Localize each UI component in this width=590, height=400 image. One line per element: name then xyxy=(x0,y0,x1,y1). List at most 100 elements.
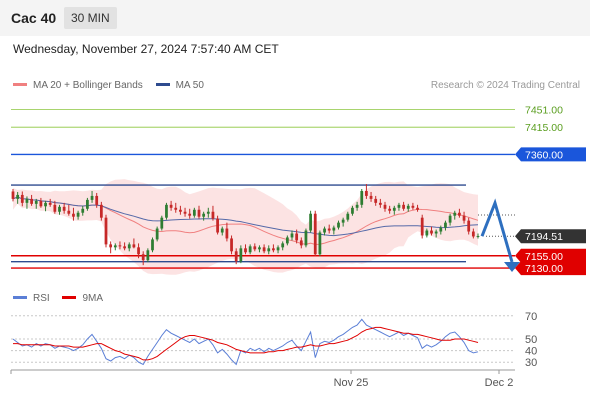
candle-body xyxy=(220,228,224,233)
candle-body xyxy=(146,250,150,261)
timeframe-badge[interactable]: 30 MIN xyxy=(64,7,117,29)
credit-text: Research © 2024 Trading Central xyxy=(430,80,580,91)
level-tag-7194.51 xyxy=(515,229,586,244)
bollinger-band-fill xyxy=(13,179,478,275)
candle-body xyxy=(104,217,108,245)
candle-body xyxy=(188,213,192,216)
candle-body xyxy=(81,208,85,213)
timestamp: Wednesday, November 27, 2024 7:57:40 AM … xyxy=(13,42,279,56)
candle-body xyxy=(95,195,99,205)
candle-body xyxy=(165,204,168,218)
candle-body xyxy=(118,245,122,247)
candle-body xyxy=(234,251,238,262)
level-label-7415.00: 7415.00 xyxy=(525,122,563,134)
candle-body xyxy=(137,247,140,255)
candle-body xyxy=(378,202,382,205)
candle-body xyxy=(290,233,294,238)
candle-body xyxy=(411,205,415,208)
candle-body xyxy=(304,230,308,246)
candle-body xyxy=(467,220,471,232)
level-tag-7155.00 xyxy=(515,248,586,263)
ma50-line xyxy=(12,196,479,237)
candle-body xyxy=(369,195,373,199)
candle-body xyxy=(332,227,336,231)
legend-swatch-9ma xyxy=(62,295,77,299)
candle-body xyxy=(62,206,66,211)
projection-arrowhead xyxy=(504,262,520,272)
candle-body xyxy=(58,206,61,212)
candle-body xyxy=(360,190,364,205)
candle-body xyxy=(248,246,252,253)
candle-body xyxy=(127,244,131,249)
candle-body xyxy=(313,213,317,255)
legend-item-bollinger: MA 20 + Bollinger Bands xyxy=(13,80,143,91)
candle-body xyxy=(285,237,289,244)
candle-body xyxy=(425,230,429,236)
candle-body xyxy=(109,244,113,248)
level-tag-7130.00 xyxy=(515,261,586,276)
candle-body xyxy=(253,246,257,250)
candle-body xyxy=(318,232,322,255)
candle-body xyxy=(216,218,219,233)
candle-body xyxy=(211,211,215,219)
legend-label-rsi: RSI xyxy=(33,293,50,304)
candle-body xyxy=(355,204,359,208)
projection-arrow-path xyxy=(480,198,514,263)
candle-body xyxy=(141,254,145,261)
rsi-series-9ma xyxy=(13,326,479,361)
candle-body xyxy=(388,208,392,211)
candle-body xyxy=(67,210,71,214)
candle-body xyxy=(346,213,350,220)
candle-body xyxy=(183,211,187,214)
candle-body xyxy=(299,240,303,246)
candle-body xyxy=(53,204,57,212)
candle-body xyxy=(439,227,443,232)
candle-body xyxy=(341,219,345,223)
rsi-tick-label-30: 30 xyxy=(525,357,537,369)
candle-body xyxy=(416,207,419,210)
level-tag-7360.00 xyxy=(515,147,586,162)
instrument-title: Cac 40 xyxy=(11,10,57,26)
candle-body xyxy=(225,228,229,239)
level-label-7194.51: 7194.51 xyxy=(525,231,563,243)
candle-body xyxy=(281,243,285,248)
legend-label-ma50: MA 50 xyxy=(175,80,204,91)
candle-body xyxy=(44,202,47,207)
candle-body xyxy=(351,207,354,214)
candle-body xyxy=(476,235,480,237)
candle-body xyxy=(192,209,196,216)
legend-item-rsi: RSI xyxy=(13,293,50,304)
candle-body xyxy=(276,247,280,251)
candle-body xyxy=(430,230,433,234)
candle-body xyxy=(244,248,247,253)
candle-body xyxy=(397,204,401,208)
candle-body xyxy=(406,205,410,209)
rsi-tick-label-70: 70 xyxy=(525,311,537,323)
candle-body xyxy=(262,247,266,252)
candle-body xyxy=(169,204,173,208)
candle-body xyxy=(448,215,452,223)
candle-body xyxy=(72,213,75,217)
candle-body xyxy=(258,247,261,250)
candle-body xyxy=(365,190,368,196)
legend-swatch-bollinger xyxy=(13,82,27,86)
candle-body xyxy=(174,207,178,210)
candle-body xyxy=(20,194,24,203)
candle-body xyxy=(99,204,103,218)
legend-item-9ma: 9MA xyxy=(62,293,103,304)
legend-label-bollinger: MA 20 + Bollinger Bands xyxy=(33,80,143,91)
candle-body xyxy=(267,248,271,252)
rsi-tick-label-40: 40 xyxy=(525,346,537,358)
candle-body xyxy=(272,248,275,251)
legend-swatch-ma50 xyxy=(155,82,170,86)
rsi-legend: RSI 9MA xyxy=(13,293,113,304)
candle-body xyxy=(462,215,466,221)
candle-body xyxy=(434,231,438,234)
candle-body xyxy=(160,217,164,229)
candle-body xyxy=(48,202,52,205)
candle-body xyxy=(113,245,117,248)
candle-body xyxy=(34,200,38,204)
level-label-7155.00: 7155.00 xyxy=(525,251,563,263)
candle-body xyxy=(151,239,154,251)
